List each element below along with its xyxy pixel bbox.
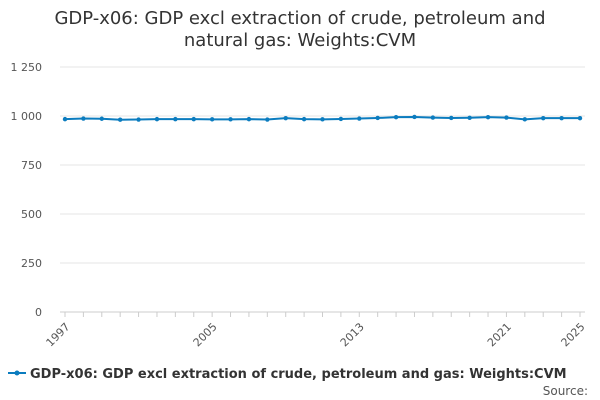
- data-point[interactable]: [430, 115, 436, 120]
- data-point[interactable]: [485, 114, 491, 120]
- source-label: Source:: [543, 384, 588, 398]
- x-tick-label: 2025: [559, 320, 588, 349]
- data-point[interactable]: [265, 117, 270, 122]
- y-tick-label: 500: [21, 208, 42, 221]
- series-line-group: [62, 114, 583, 122]
- chart-title-line-2: natural gas: Weights:CVM: [184, 30, 416, 51]
- data-point[interactable]: [301, 116, 307, 122]
- legend-series-label: GDP-x06: GDP excl extraction of crude, p…: [30, 367, 567, 382]
- data-point[interactable]: [191, 116, 196, 122]
- y-tick-label: 1 000: [11, 110, 43, 123]
- data-point[interactable]: [559, 115, 564, 121]
- y-tick-label: 1 250: [11, 61, 43, 74]
- y-tick-label: 0: [35, 306, 42, 319]
- data-point[interactable]: [99, 116, 104, 121]
- x-tick-label: 2013: [338, 320, 367, 349]
- data-point[interactable]: [467, 115, 472, 120]
- data-point[interactable]: [522, 117, 528, 122]
- data-point[interactable]: [117, 117, 123, 122]
- data-point[interactable]: [338, 116, 344, 122]
- y-gridlines: [60, 66, 585, 313]
- data-point[interactable]: [246, 116, 252, 122]
- data-point[interactable]: [375, 115, 380, 121]
- data-point[interactable]: [209, 117, 215, 122]
- data-point[interactable]: [577, 115, 583, 121]
- data-point[interactable]: [173, 116, 178, 122]
- data-point[interactable]: [62, 116, 68, 122]
- data-point[interactable]: [136, 117, 141, 122]
- data-point[interactable]: [449, 115, 454, 121]
- data-point[interactable]: [541, 115, 546, 121]
- data-point[interactable]: [393, 114, 399, 120]
- data-point[interactable]: [320, 117, 325, 122]
- x-tick-label: 2021: [485, 320, 514, 349]
- legend-swatch-marker: [14, 370, 20, 376]
- data-point[interactable]: [357, 116, 362, 121]
- y-tick-label: 750: [21, 159, 42, 172]
- legend[interactable]: GDP-x06: GDP excl extraction of crude, p…: [8, 367, 567, 382]
- y-axis-ticks: 0 250 500 750 1 000 1 250: [11, 61, 43, 319]
- chart-title-line-1: GDP-x06: GDP excl extraction of crude, p…: [54, 8, 545, 29]
- x-tick-label: 1997: [44, 320, 73, 349]
- data-point[interactable]: [504, 115, 509, 120]
- x-tick-label: 2005: [191, 320, 220, 349]
- data-point[interactable]: [412, 114, 417, 120]
- y-tick-label: 250: [21, 257, 42, 270]
- data-point[interactable]: [228, 117, 233, 122]
- data-point[interactable]: [283, 115, 288, 121]
- x-axis-ticks: 1997 2005 2013 2021 2025: [44, 312, 588, 349]
- data-point[interactable]: [81, 116, 86, 121]
- data-point[interactable]: [154, 116, 160, 122]
